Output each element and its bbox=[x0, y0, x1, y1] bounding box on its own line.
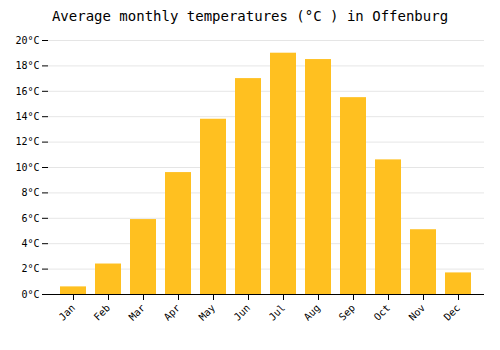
svg-text:10°C: 10°C bbox=[15, 162, 39, 173]
svg-text:Mar: Mar bbox=[127, 302, 148, 323]
html-text:Average monthly temperatures (: Average monthly temperatures (°C ) in Of… bbox=[51, 8, 449, 24]
svg-text:20°C: 20°C bbox=[15, 35, 39, 46]
svg-text:Oct: Oct bbox=[372, 302, 393, 323]
svg-text:18°C: 18°C bbox=[15, 60, 39, 71]
svg-text:8°C: 8°C bbox=[21, 187, 39, 198]
svg-text:Aug: Aug bbox=[302, 302, 323, 323]
svg-text:May: May bbox=[197, 302, 218, 323]
svg-text:Apr: Apr bbox=[162, 302, 183, 323]
svg-text:14°C: 14°C bbox=[15, 111, 39, 122]
svg-text:16°C: 16°C bbox=[15, 86, 39, 97]
svg-text:6°C: 6°C bbox=[21, 213, 39, 224]
svg-text:Nov: Nov bbox=[407, 302, 428, 323]
svg-text:Jan: Jan bbox=[57, 302, 78, 323]
svg-text:Jun: Jun bbox=[232, 302, 253, 323]
svg-text:2°C: 2°C bbox=[21, 263, 39, 274]
svg-text:Dec: Dec bbox=[442, 302, 463, 323]
svg-text:Feb: Feb bbox=[92, 302, 113, 323]
svg-text:0°C: 0°C bbox=[21, 289, 39, 300]
svg-text:12°C: 12°C bbox=[15, 136, 39, 147]
svg-text:4°C: 4°C bbox=[21, 238, 39, 249]
svg-text:Jul: Jul bbox=[267, 302, 288, 323]
svg-text:Sep: Sep bbox=[337, 302, 358, 323]
